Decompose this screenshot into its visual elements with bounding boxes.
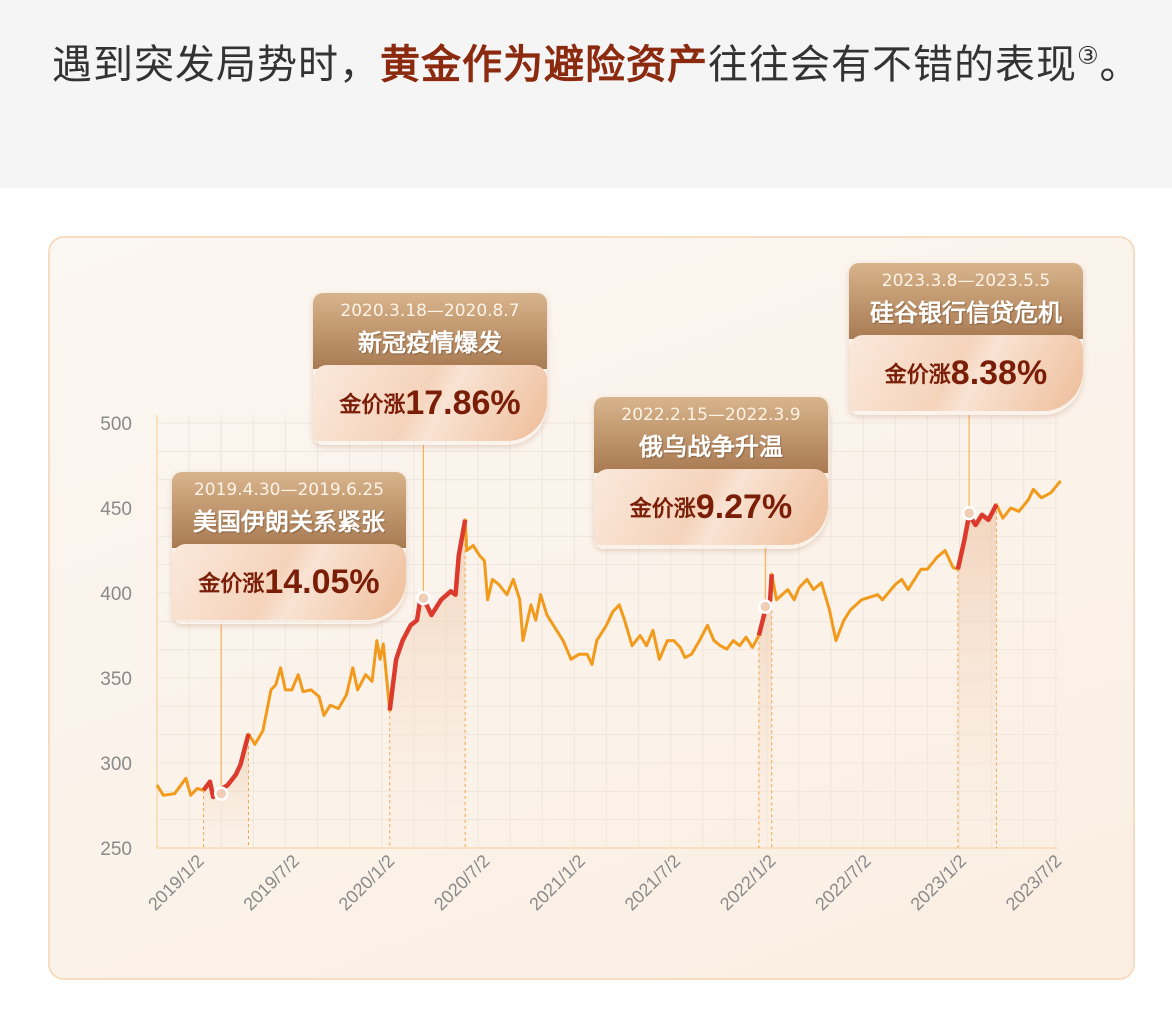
gain-value: 14.05%	[264, 562, 380, 601]
y-tick-label: 300	[100, 754, 132, 775]
x-tick-label: 2020/1/2	[335, 851, 399, 915]
gain-label: 金价涨	[884, 363, 951, 388]
gain-label: 金价涨	[198, 572, 265, 597]
event-range: 2023.3.8—2023.5.5	[881, 271, 1051, 291]
x-tick-label: 2022/7/2	[811, 851, 875, 915]
event-highlight-line	[955, 503, 999, 570]
y-tick-label: 250	[100, 839, 132, 860]
gold-price-line	[155, 479, 1062, 799]
event-title: 硅谷银行信贷危机	[870, 299, 1062, 327]
event-range: 2019.4.30—2019.6.25	[193, 480, 385, 500]
header-panel: 遇到突发局势时，黄金作为避险资产往往会有不错的表现③。	[0, 0, 1172, 188]
event-highlight-line	[387, 519, 468, 711]
event-title: 新冠疫情爆发	[358, 329, 502, 357]
gain-value: 9.27%	[695, 487, 793, 526]
y-tick-label: 500	[100, 414, 132, 435]
headline-end: 。	[1099, 42, 1141, 88]
event-shaded-area	[389, 519, 466, 848]
x-tick-label: 2022/1/2	[716, 851, 780, 915]
gain-label: 金价涨	[339, 393, 406, 418]
gain-label: 金价涨	[629, 497, 696, 522]
x-tick-label: 2023/1/2	[907, 851, 971, 915]
gain-value: 8.38%	[950, 353, 1048, 392]
x-tick-label: 2021/1/2	[525, 851, 589, 915]
headline: 遇到突发局势时，黄金作为避险资产往往会有不错的表现③。	[52, 30, 1142, 100]
y-tick-label: 400	[100, 584, 132, 605]
x-tick-label: 2019/7/2	[239, 851, 303, 915]
event-range: 2020.3.18—2020.8.7	[340, 301, 520, 321]
event-title: 俄乌战争升温	[639, 433, 783, 461]
y-tick-label: 450	[100, 499, 132, 520]
event-marker	[213, 786, 229, 801]
event-callout: 2023.3.8—2023.5.5 硅谷银行信贷危机 金价涨 8.38%	[849, 263, 1083, 415]
event-title: 美国伊朗关系紧张	[193, 508, 385, 536]
headline-highlight: 黄金作为避险资产	[380, 42, 708, 88]
event-shaded-area	[758, 574, 772, 848]
footnote-marker[interactable]: ③	[1077, 41, 1100, 70]
x-tick-label: 2021/7/2	[621, 851, 685, 915]
event-marker	[758, 599, 773, 614]
event-callout: 2020.3.18—2020.8.7 新冠疫情爆发 金价涨 17.86%	[313, 293, 547, 445]
x-tick-label: 2020/7/2	[430, 851, 494, 915]
gain-value: 17.86%	[405, 383, 521, 422]
event-callout: 2019.4.30—2019.6.25 美国伊朗关系紧张 金价涨 14.05%	[172, 472, 406, 624]
event-callout: 2022.2.15—2022.3.9 俄乌战争升温 金价涨 9.27%	[594, 397, 828, 549]
event-shaded-area	[957, 504, 997, 848]
y-tick-label: 350	[100, 669, 132, 690]
headline-text: 遇到突发局势时，	[52, 42, 380, 88]
event-marker	[416, 590, 431, 606]
x-tick-label: 2019/1/2	[144, 851, 208, 915]
x-tick-label: 2023/7/2	[1002, 851, 1066, 915]
headline-text-after: 往往会有不错的表现	[708, 42, 1077, 88]
event-range: 2022.2.15—2022.3.9	[621, 405, 801, 425]
event-marker	[961, 505, 977, 521]
